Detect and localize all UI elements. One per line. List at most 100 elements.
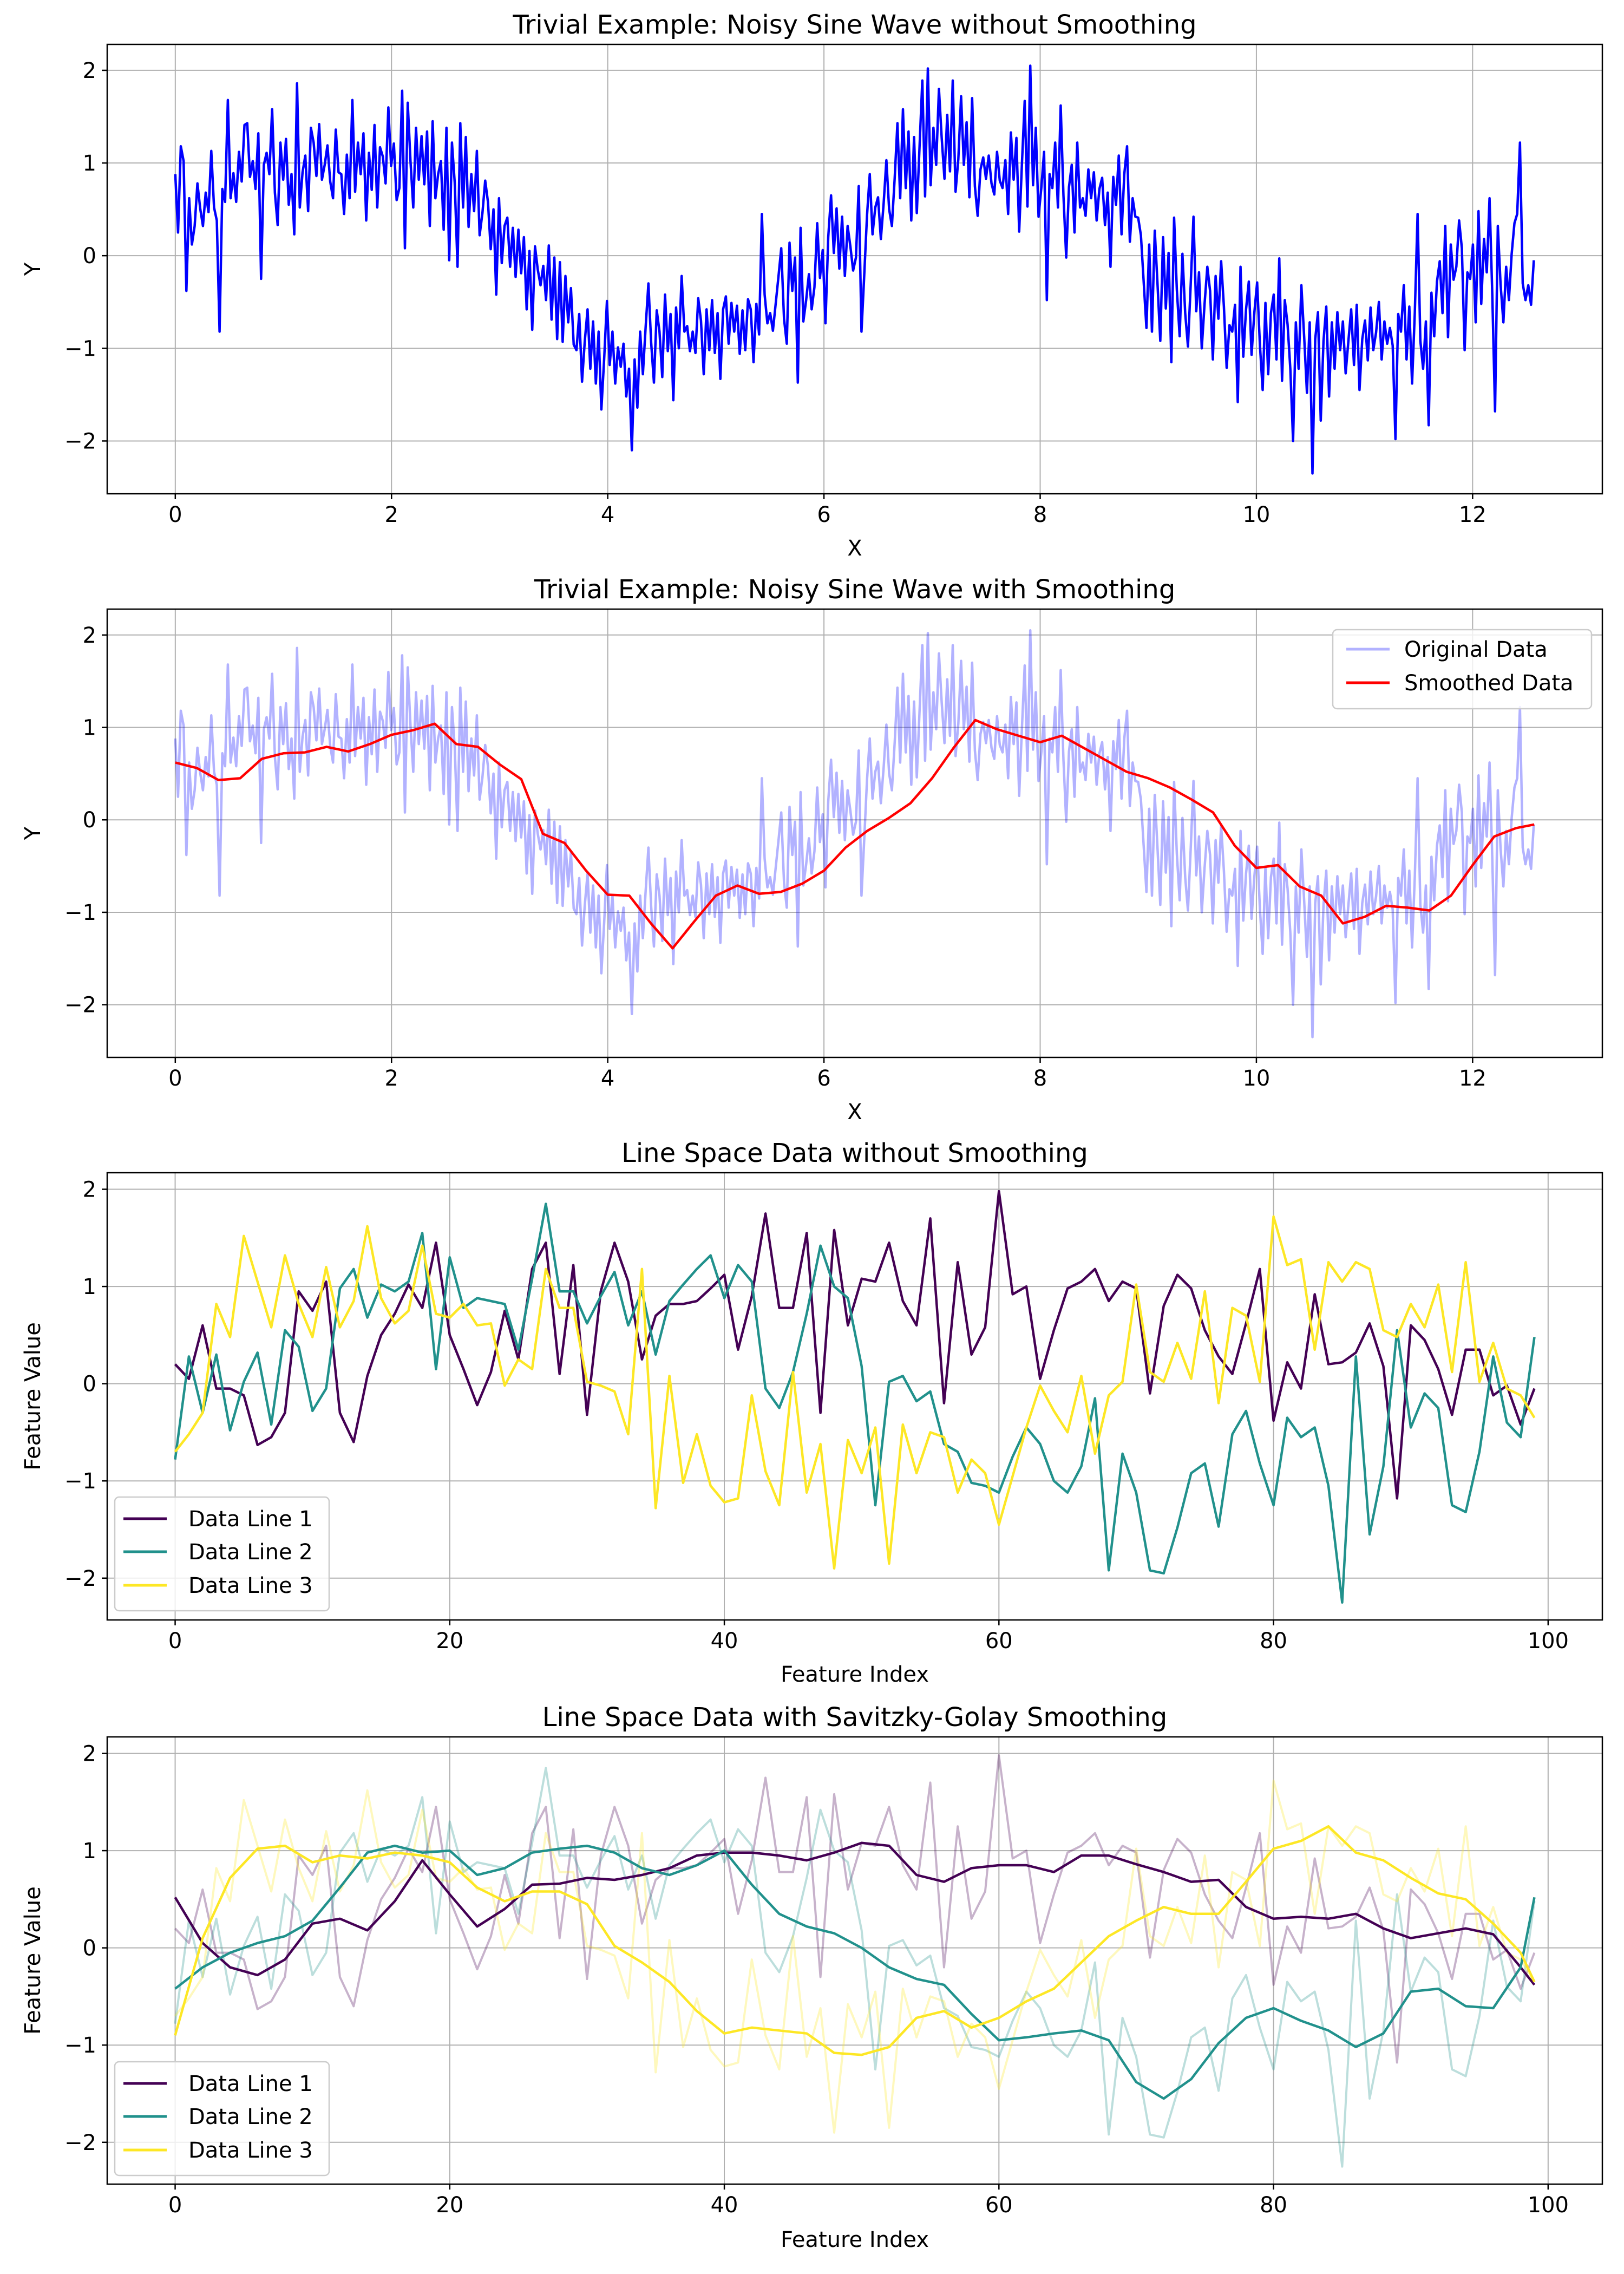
x-tick-label: 100 xyxy=(1528,1629,1569,1654)
series-layer xyxy=(174,1754,1536,2168)
chart-title: Line Space Data with Savitzky-Golay Smoo… xyxy=(542,1702,1168,1733)
series-layer xyxy=(174,629,1535,1038)
legend-box xyxy=(114,2061,330,2177)
y-tick-label: 2 xyxy=(83,58,96,83)
y-tick-label: 0 xyxy=(83,1372,96,1397)
y-tick-label: −2 xyxy=(64,2131,96,2155)
y-tick-label: 1 xyxy=(83,1275,96,1299)
series-line-data-line-2 xyxy=(174,1203,1536,1604)
x-tick-label: 10 xyxy=(1242,502,1270,527)
y-tick-label: 2 xyxy=(83,623,96,648)
y-axis-label: Y xyxy=(21,826,45,840)
x-tick-label: 60 xyxy=(985,1629,1013,1654)
x-tick-label: 100 xyxy=(1528,2193,1569,2218)
x-tick-label: 12 xyxy=(1459,502,1487,527)
series-line-data-line-3 xyxy=(174,1215,1536,1570)
series-line-data-line-2 xyxy=(174,1844,1536,2100)
y-tick-label: 1 xyxy=(83,1839,96,1864)
x-tick-label: 10 xyxy=(1242,1066,1270,1091)
axis-ticks: 0 20 40 60 80 100 −2 −1 0 1 2 xyxy=(64,1742,1569,2218)
raw-series-line-3 xyxy=(174,1779,1536,2134)
legend-label-line-1: Data Line 1 xyxy=(188,1507,313,1532)
x-tick-label: 80 xyxy=(1260,2193,1287,2218)
x-tick-label: 60 xyxy=(985,2193,1013,2218)
x-tick-label: 4 xyxy=(601,502,614,527)
y-axis-label: Feature Value xyxy=(21,1886,45,2035)
x-tick-label: 80 xyxy=(1260,1629,1287,1654)
chart-panel-2: Trivial Example: Noisy Sine Wave with Sm… xyxy=(21,574,1603,1125)
axis-ticks: 0 20 40 60 80 100 −2 −1 0 1 2 xyxy=(64,1178,1569,1654)
series-line-noisy-data xyxy=(174,64,1535,475)
y-tick-label: 2 xyxy=(83,1178,96,1203)
x-axis-label: Feature Index xyxy=(781,2227,929,2252)
legend-label-line-3: Data Line 3 xyxy=(188,2138,313,2163)
series-layer xyxy=(174,1190,1536,1604)
y-tick-label: 0 xyxy=(83,808,96,833)
y-tick-label: −1 xyxy=(64,900,96,925)
chart-panel-1: Trivial Example: Noisy Sine Wave without… xyxy=(21,10,1603,561)
x-tick-label: 20 xyxy=(436,2193,463,2218)
plot-frame xyxy=(106,1172,1603,1621)
legend-label-line-3: Data Line 3 xyxy=(188,1573,313,1598)
x-tick-label: 2 xyxy=(385,502,398,527)
x-tick-label: 4 xyxy=(601,1066,614,1091)
series-line-smoothed-data xyxy=(175,718,1535,950)
x-axis-label: Feature Index xyxy=(781,1662,929,1687)
chart-title: Line Space Data without Smoothing xyxy=(621,1138,1088,1168)
x-tick-label: 6 xyxy=(817,1066,830,1091)
plot-frame xyxy=(106,1736,1603,2185)
x-tick-label: 0 xyxy=(168,502,182,527)
legend: Original Data Smoothed Data xyxy=(1332,629,1593,710)
chart-panel-3: Line Space Data without Smoothing 0 20 40 6… xyxy=(21,1138,1603,1687)
y-axis-label: Y xyxy=(21,262,45,276)
legend-box xyxy=(114,1496,330,1612)
y-tick-label: −1 xyxy=(64,336,96,361)
y-tick-label: 0 xyxy=(83,1936,96,1961)
legend: Data Line 1 Data Line 2 Data Line 3 xyxy=(114,2061,330,2177)
chart-title: Trivial Example: Noisy Sine Wave without… xyxy=(512,10,1196,40)
x-tick-label: 40 xyxy=(711,1629,738,1654)
legend: Data Line 1 Data Line 2 Data Line 3 xyxy=(114,1496,330,1612)
x-tick-label: 2 xyxy=(385,1066,398,1091)
x-tick-label: 12 xyxy=(1459,1066,1487,1091)
x-tick-label: 40 xyxy=(711,2193,738,2218)
y-axis-label: Feature Value xyxy=(21,1322,45,1471)
y-tick-label: −2 xyxy=(64,1566,96,1591)
plot-frame xyxy=(106,608,1603,1058)
x-tick-label: 8 xyxy=(1033,1066,1047,1091)
x-axis-label: X xyxy=(847,1100,862,1125)
x-tick-label: 8 xyxy=(1033,502,1047,527)
y-tick-label: −1 xyxy=(64,2033,96,2058)
legend-box xyxy=(1332,629,1593,710)
plot-frame xyxy=(106,43,1603,495)
y-tick-label: 1 xyxy=(83,716,96,741)
chart-title: Trivial Example: Noisy Sine Wave with Sm… xyxy=(534,574,1176,605)
y-tick-label: 0 xyxy=(83,244,96,269)
x-tick-label: 6 xyxy=(817,502,830,527)
legend-label-original: Original Data xyxy=(1404,637,1548,662)
legend-label-smoothed: Smoothed Data xyxy=(1404,671,1574,696)
series-line-data-line-1 xyxy=(174,1190,1536,1500)
legend-label-line-2: Data Line 2 xyxy=(188,1540,313,1565)
series-layer xyxy=(174,64,1535,475)
series-line-data-line-3 xyxy=(174,1825,1536,2056)
x-axis-label: X xyxy=(847,536,862,561)
x-tick-label: 0 xyxy=(168,1066,182,1091)
y-tick-label: −2 xyxy=(64,993,96,1018)
legend-label-line-2: Data Line 2 xyxy=(188,2105,313,2129)
x-tick-label: 0 xyxy=(168,2193,182,2218)
raw-series-line-2 xyxy=(174,1767,1536,2168)
series-line-original-data xyxy=(174,629,1535,1038)
y-tick-label: −2 xyxy=(64,429,96,454)
series-line-data-line-1 xyxy=(174,1841,1536,1986)
y-tick-label: 1 xyxy=(83,151,96,176)
y-tick-label: −1 xyxy=(64,1469,96,1494)
x-tick-label: 20 xyxy=(436,1629,463,1654)
y-tick-label: 2 xyxy=(83,1742,96,1767)
raw-series-line-1 xyxy=(174,1754,1536,2064)
x-tick-label: 0 xyxy=(168,1629,182,1654)
